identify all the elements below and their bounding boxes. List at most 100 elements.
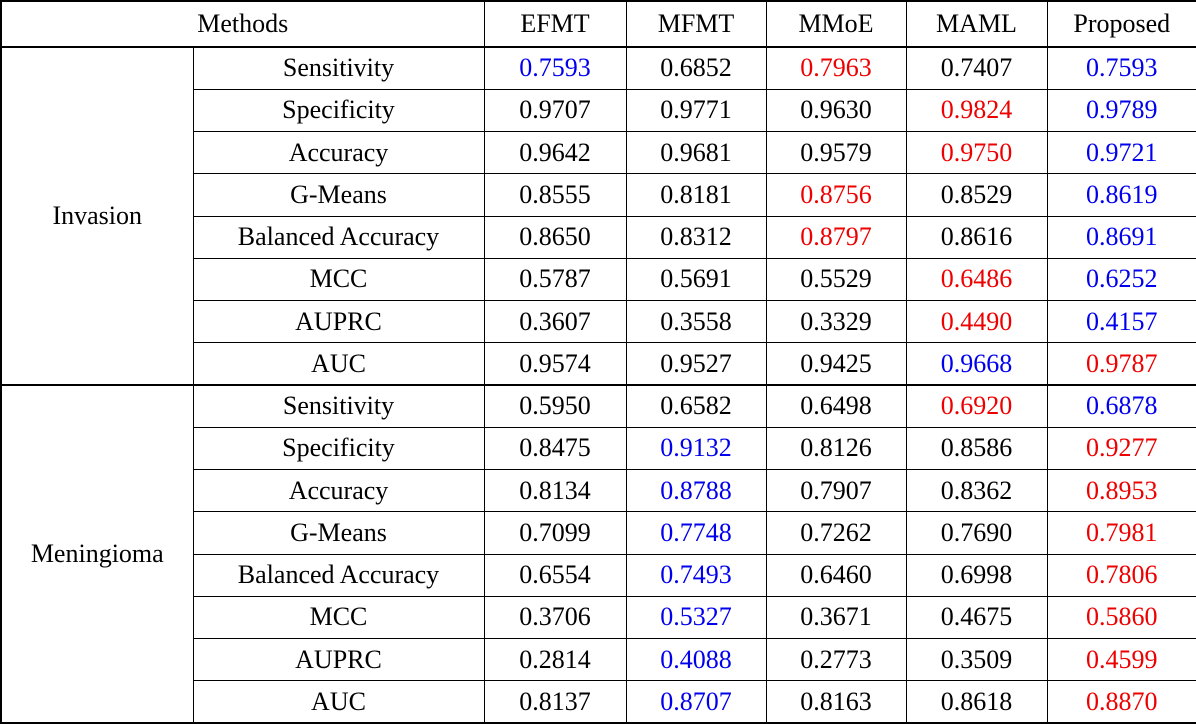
metric-value: 0.9579 bbox=[765, 130, 907, 175]
metric-value: 0.9630 bbox=[765, 88, 907, 133]
metric-value: 0.3671 bbox=[765, 595, 907, 640]
methods-header: Methods bbox=[0, 0, 485, 48]
metric-value: 0.9771 bbox=[625, 88, 767, 133]
table-row: Accuracy 0.9642 0.9681 0.9579 0.9750 0.9721 bbox=[1, 130, 1196, 175]
metric-value: 0.6998 bbox=[905, 553, 1048, 597]
metric-value: 0.8181 bbox=[625, 173, 767, 217]
metric-value: 0.8870 bbox=[1046, 680, 1196, 724]
table-row: AUPRC 0.2814 0.4088 0.2773 0.3509 0.4599 bbox=[1, 637, 1196, 682]
metric-label: G-Means bbox=[192, 173, 485, 217]
metric-value: 0.8362 bbox=[905, 468, 1048, 513]
metric-value: 0.8618 bbox=[905, 680, 1048, 724]
metric-value: 0.7593 bbox=[1046, 46, 1196, 90]
metric-value: 0.8691 bbox=[1046, 215, 1196, 259]
metric-value: 0.7407 bbox=[905, 46, 1048, 90]
metric-label: AUPRC bbox=[192, 299, 485, 344]
metric-value: 0.3607 bbox=[483, 299, 627, 344]
metric-value: 0.9707 bbox=[483, 88, 627, 133]
metric-value: 0.8529 bbox=[905, 173, 1048, 217]
metric-value: 0.5327 bbox=[625, 595, 767, 640]
metric-value: 0.8619 bbox=[1046, 173, 1196, 217]
table-row: Specificity 0.8475 0.9132 0.8126 0.8586 0.927… bbox=[1, 426, 1196, 471]
metric-value: 0.9721 bbox=[1046, 130, 1196, 175]
method-column-header-maml: MAML bbox=[905, 0, 1048, 48]
metric-label: Sensitivity bbox=[192, 46, 485, 90]
metric-value: 0.9750 bbox=[905, 130, 1048, 175]
table-row: G-Means 0.8555 0.8181 0.8756 0.8529 0.8619 bbox=[1, 173, 1196, 217]
metric-value: 0.8555 bbox=[483, 173, 627, 217]
metric-value: 0.4088 bbox=[625, 637, 767, 682]
metric-value: 0.5860 bbox=[1046, 595, 1196, 640]
metric-value: 0.9527 bbox=[625, 342, 767, 386]
metric-value: 0.8312 bbox=[625, 215, 767, 259]
table-row: G-Means 0.7099 0.7748 0.7262 0.7690 0.7981 bbox=[1, 511, 1196, 555]
metric-value: 0.8134 bbox=[483, 468, 627, 513]
method-column-header-proposed: Proposed bbox=[1046, 0, 1196, 48]
table-row: AUC 0.8137 0.8707 0.8163 0.8618 0.8870 bbox=[1, 680, 1196, 724]
metric-value: 0.8953 bbox=[1046, 468, 1196, 513]
metric-value: 0.8616 bbox=[905, 215, 1048, 259]
metric-value: 0.7690 bbox=[905, 511, 1048, 555]
table-row: Meningioma Sensitivity 0.5950 0.6582 0.6498 0… bbox=[0, 383, 1196, 724]
metric-value: 0.8707 bbox=[625, 680, 767, 724]
metric-value: 0.4490 bbox=[905, 299, 1048, 344]
group-label: Invasion bbox=[0, 46, 194, 386]
metric-value: 0.8475 bbox=[483, 426, 627, 471]
metric-value: 0.4675 bbox=[905, 595, 1048, 640]
metric-value: 0.8650 bbox=[483, 215, 627, 259]
metric-value: 0.3509 bbox=[905, 637, 1048, 682]
metric-value: 0.7806 bbox=[1046, 553, 1196, 597]
metric-value: 0.9787 bbox=[1046, 342, 1196, 386]
metric-value: 0.9681 bbox=[625, 130, 767, 175]
method-column-header-mmoe: MMoE bbox=[765, 0, 907, 48]
metric-value: 0.2773 bbox=[765, 637, 907, 682]
metric-label: AUC bbox=[192, 342, 485, 386]
metric-value: 0.6920 bbox=[905, 383, 1048, 428]
header-row: Methods EFMT MFMT MMoE MAML Proposed bbox=[0, 0, 1196, 48]
group-label: Meningioma bbox=[0, 384, 194, 724]
metric-value: 0.5787 bbox=[483, 257, 627, 302]
metric-value: 0.6554 bbox=[483, 553, 627, 597]
metric-value: 0.9277 bbox=[1046, 426, 1196, 471]
metric-value: 0.9789 bbox=[1046, 88, 1196, 133]
metric-label: AUPRC bbox=[192, 637, 485, 682]
table-row: Accuracy 0.8134 0.8788 0.7907 0.8362 0.8953 bbox=[1, 468, 1196, 513]
metric-value: 0.7593 bbox=[483, 46, 627, 90]
metric-label: G-Means bbox=[192, 511, 485, 555]
metric-label: Accuracy bbox=[192, 468, 485, 513]
metric-value: 0.5529 bbox=[765, 257, 907, 302]
metric-label: Balanced Accuracy bbox=[192, 215, 485, 259]
metric-value: 0.7907 bbox=[765, 468, 907, 513]
metric-value: 0.9668 bbox=[905, 342, 1048, 386]
metric-value: 0.7493 bbox=[625, 553, 767, 597]
method-column-header-mfmt: MFMT bbox=[625, 0, 767, 48]
metric-label: MCC bbox=[192, 257, 485, 302]
metric-value: 0.6486 bbox=[905, 257, 1048, 302]
metric-label: MCC bbox=[192, 595, 485, 640]
metric-value: 0.8163 bbox=[765, 680, 907, 724]
metric-value: 0.7963 bbox=[765, 46, 907, 90]
metric-label: Accuracy bbox=[192, 130, 485, 175]
metric-value: 0.8586 bbox=[905, 426, 1048, 471]
metric-value: 0.4157 bbox=[1046, 299, 1196, 344]
metric-value: 0.6852 bbox=[625, 46, 767, 90]
metric-value: 0.8756 bbox=[765, 173, 907, 217]
metric-label: Specificity bbox=[192, 88, 485, 133]
metric-value: 0.7262 bbox=[765, 511, 907, 555]
metric-label: AUC bbox=[192, 680, 485, 724]
metric-value: 0.3558 bbox=[625, 299, 767, 344]
metric-value: 0.8788 bbox=[625, 468, 767, 513]
metric-value: 0.9132 bbox=[625, 426, 767, 471]
metric-label: Balanced Accuracy bbox=[192, 553, 485, 597]
metric-value: 0.9824 bbox=[905, 88, 1048, 133]
metric-label: Sensitivity bbox=[192, 383, 485, 428]
metric-value: 0.5950 bbox=[483, 383, 627, 428]
metric-value: 0.6582 bbox=[625, 383, 767, 428]
metric-value: 0.6460 bbox=[765, 553, 907, 597]
table-row: AUC 0.9574 0.9527 0.9425 0.9668 0.9787 bbox=[1, 342, 1196, 386]
metric-value: 0.6252 bbox=[1046, 257, 1196, 302]
metric-value: 0.9574 bbox=[483, 342, 627, 386]
metric-value: 0.7981 bbox=[1046, 511, 1196, 555]
